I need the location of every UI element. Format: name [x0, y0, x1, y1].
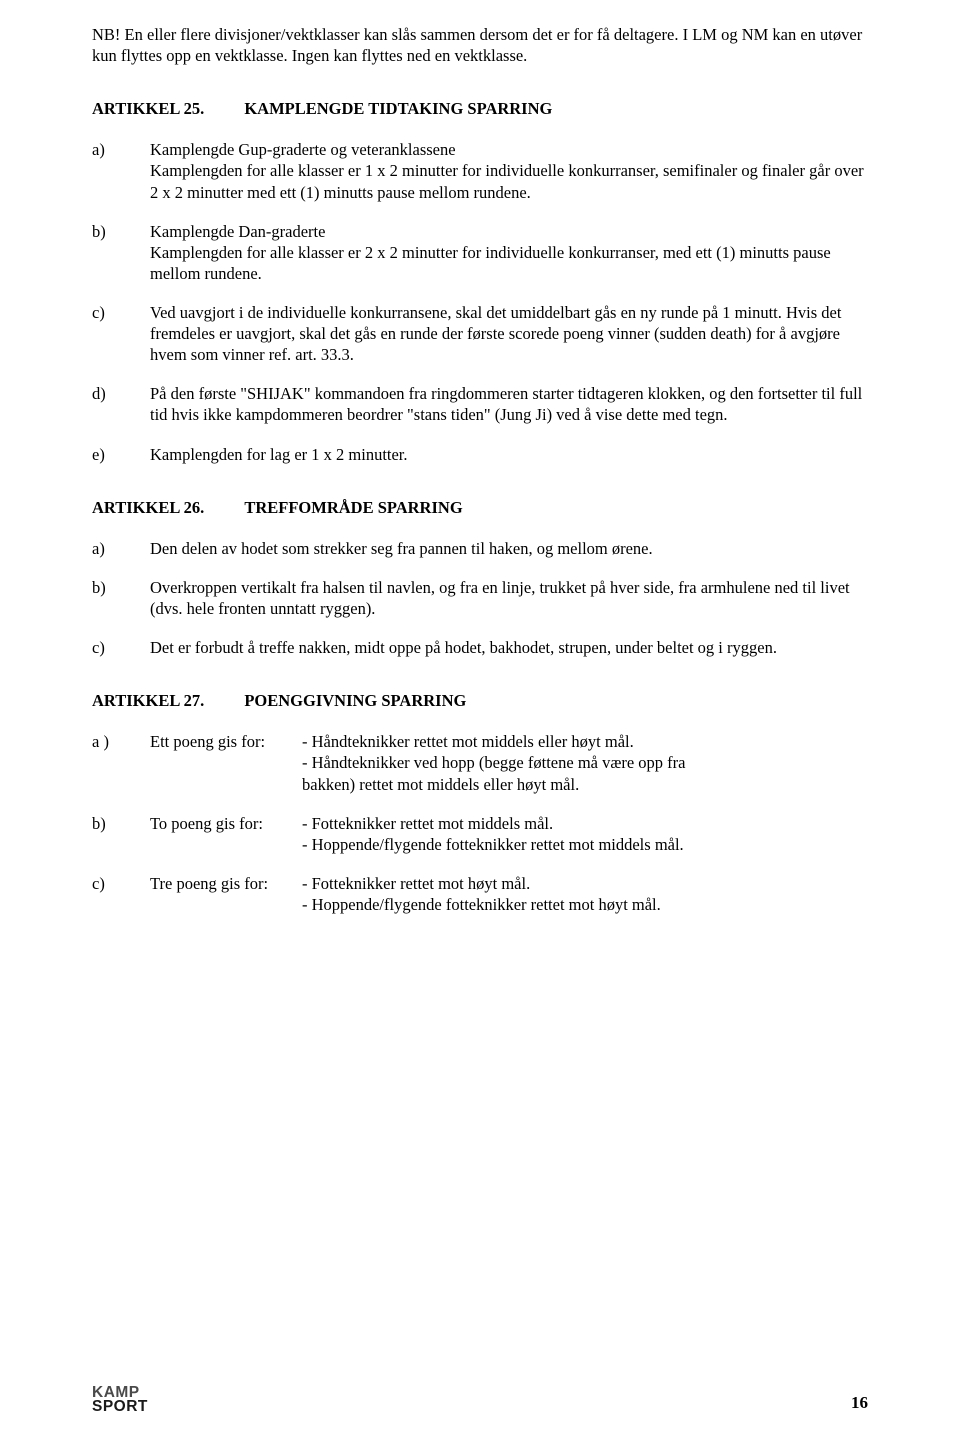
- article-25-heading: ARTIKKEL 25. KAMPLENGDE TIDTAKING SPARRI…: [92, 98, 868, 119]
- list-item: b) To poeng gis for: - Fotteknikker rett…: [92, 813, 868, 855]
- item-lead: Kamplengde Gup-graderte og veteranklasse…: [150, 139, 868, 160]
- item-marker: c): [92, 873, 150, 915]
- list-item: c) Det er forbudt å treffe nakken, midt …: [92, 637, 868, 658]
- footer-logo: KAMP SPORT: [92, 1386, 148, 1415]
- item-text: Overkroppen vertikalt fra halsen til nav…: [150, 577, 868, 619]
- point-line: - Hoppende/flygende fotteknikker rettet …: [302, 834, 868, 855]
- article-27-label: ARTIKKEL 27.: [92, 690, 204, 711]
- point-label: To poeng gis for:: [150, 813, 302, 855]
- item-marker: a ): [92, 731, 150, 794]
- item-text: Den delen av hodet som strekker seg fra …: [150, 538, 868, 559]
- logo-line2: SPORT: [92, 1400, 148, 1414]
- point-line: - Fotteknikker rettet mot middels mål.: [302, 813, 868, 834]
- item-marker: b): [92, 813, 150, 855]
- list-item: a) Kamplengde Gup-graderte og veterankla…: [92, 139, 868, 202]
- article-27-heading: ARTIKKEL 27. POENGGIVNING SPARRING: [92, 690, 868, 711]
- point-line: bakken) rettet mot middels eller høyt må…: [302, 774, 868, 795]
- item-marker: e): [92, 444, 150, 465]
- list-item: c) Ved uavgjort i de individuelle konkur…: [92, 302, 868, 365]
- article-25-items: a) Kamplengde Gup-graderte og veterankla…: [92, 139, 868, 464]
- item-marker: c): [92, 637, 150, 658]
- article-26-heading: ARTIKKEL 26. TREFFOMRÅDE SPARRING: [92, 497, 868, 518]
- article-26-title: TREFFOMRÅDE SPARRING: [244, 497, 462, 518]
- list-item: b) Kamplengde Dan-graderte Kamplengden f…: [92, 221, 868, 284]
- list-item: a) Den delen av hodet som strekker seg f…: [92, 538, 868, 559]
- item-marker: b): [92, 221, 150, 284]
- intro-paragraph: NB! En eller flere divisjoner/vektklasse…: [92, 24, 868, 66]
- item-text: Kamplengden for alle klasser er 2 x 2 mi…: [150, 242, 868, 284]
- item-marker: b): [92, 577, 150, 619]
- item-text: Ved uavgjort i de individuelle konkurran…: [150, 302, 868, 365]
- article-27-items: a ) Ett poeng gis for: - Håndteknikker r…: [92, 731, 868, 915]
- list-item: a ) Ett poeng gis for: - Håndteknikker r…: [92, 731, 868, 794]
- item-marker: d): [92, 383, 150, 425]
- item-lead: Kamplengde Dan-graderte: [150, 221, 868, 242]
- item-marker: a): [92, 538, 150, 559]
- article-26-label: ARTIKKEL 26.: [92, 497, 204, 518]
- list-item: c) Tre poeng gis for: - Fotteknikker ret…: [92, 873, 868, 915]
- article-26-items: a) Den delen av hodet som strekker seg f…: [92, 538, 868, 658]
- point-line: - Håndteknikker rettet mot middels eller…: [302, 731, 868, 752]
- article-25-title: KAMPLENGDE TIDTAKING SPARRING: [244, 98, 552, 119]
- point-label: Tre poeng gis for:: [150, 873, 302, 915]
- item-marker: a): [92, 139, 150, 202]
- article-27-title: POENGGIVNING SPARRING: [244, 690, 466, 711]
- point-line: - Håndteknikker ved hopp (begge føttene …: [302, 752, 868, 773]
- list-item: b) Overkroppen vertikalt fra halsen til …: [92, 577, 868, 619]
- item-text: Kamplengden for alle klasser er 1 x 2 mi…: [150, 160, 868, 202]
- item-marker: c): [92, 302, 150, 365]
- page-number: 16: [851, 1392, 868, 1414]
- item-text: På den første "SHIJAK" kommandoen fra ri…: [150, 383, 868, 425]
- point-label: Ett poeng gis for:: [150, 731, 302, 794]
- list-item: d) På den første "SHIJAK" kommandoen fra…: [92, 383, 868, 425]
- list-item: e) Kamplengden for lag er 1 x 2 minutter…: [92, 444, 868, 465]
- item-text: Kamplengden for lag er 1 x 2 minutter.: [150, 444, 868, 465]
- item-text: Det er forbudt å treffe nakken, midt opp…: [150, 637, 868, 658]
- point-line: - Fotteknikker rettet mot høyt mål.: [302, 873, 868, 894]
- point-line: - Hoppende/flygende fotteknikker rettet …: [302, 894, 868, 915]
- article-25-label: ARTIKKEL 25.: [92, 98, 204, 119]
